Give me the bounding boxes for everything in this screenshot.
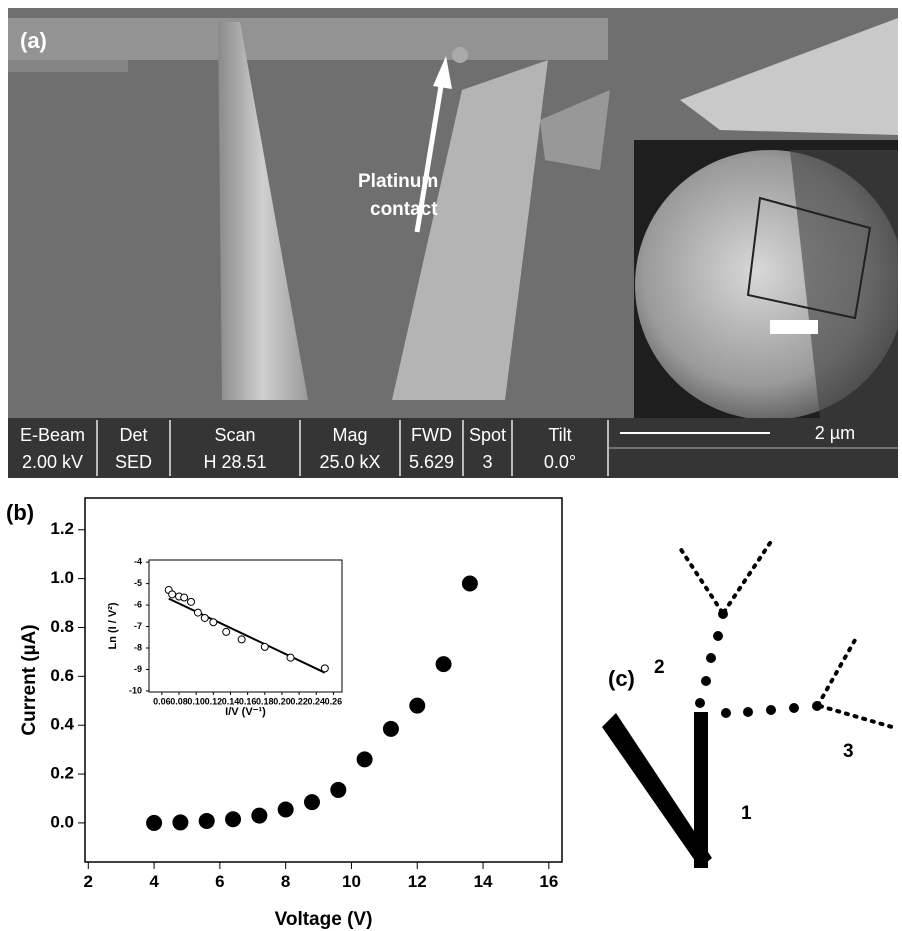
data-point — [169, 591, 176, 598]
data-point — [252, 808, 267, 823]
sem-info-value: 3 — [482, 452, 492, 472]
data-point — [199, 813, 214, 828]
diagram-label: 2 — [654, 657, 665, 678]
panel-label: (a) — [20, 28, 47, 53]
y-tick-label: -4 — [134, 557, 142, 567]
x-tick-label: 12 — [408, 872, 427, 891]
sem-info-label: FWD — [411, 425, 452, 445]
page: {"panel_a": {"label": "(a)", "annotation… — [0, 0, 902, 931]
scale-bar-label: 2 µm — [815, 423, 855, 443]
data-point — [173, 815, 188, 830]
panel-label: (b) — [6, 500, 34, 525]
data-point — [436, 657, 451, 672]
data-point — [210, 619, 217, 626]
data-point — [194, 609, 201, 616]
x-tick-label: 14 — [474, 872, 493, 891]
data-point — [238, 636, 245, 643]
data-point — [287, 654, 294, 661]
x-tick-label: 6 — [215, 872, 224, 891]
x-tick-label: 4 — [149, 872, 159, 891]
data-point — [223, 628, 230, 635]
x-tick-label: 0.08 — [170, 697, 188, 707]
sem-info-value: 5.629 — [409, 452, 454, 472]
sem-info-value: H 28.51 — [203, 452, 266, 472]
x-tick-label: 0.24 — [308, 697, 326, 707]
y-tick-label: 0.8 — [50, 617, 74, 636]
diagram-label: 3 — [843, 741, 854, 762]
data-point — [226, 812, 241, 827]
y-tick-label: -5 — [134, 578, 142, 588]
x-axis-label: I/V (V⁻¹) — [225, 706, 266, 718]
x-tick-label: 10 — [342, 872, 361, 891]
y-tick-label: -9 — [134, 664, 142, 674]
data-point — [321, 665, 328, 672]
x-axis-label: Voltage (V) — [275, 909, 373, 930]
data-point — [188, 598, 195, 605]
sem-info-value: 2.00 kV — [22, 452, 83, 472]
sem-info-label: Spot — [469, 425, 506, 445]
sem-info-value: 25.0 kX — [319, 452, 380, 472]
data-point — [462, 576, 477, 591]
sem-info-label: Tilt — [548, 425, 571, 445]
sem-info-label: Scan — [214, 425, 255, 445]
sem-info-label: E-Beam — [20, 425, 85, 445]
data-point — [410, 698, 425, 713]
y-tick-label: -10 — [129, 685, 142, 695]
sem-info-label: Mag — [332, 425, 367, 445]
figure: (a) Platinum contact 2 µm (b) (c) 1 2 3 … — [0, 0, 902, 931]
sem-info-value: 0.0° — [544, 452, 576, 472]
data-point — [261, 643, 268, 650]
data-point — [331, 782, 346, 797]
x-tick-label: 2 — [84, 872, 93, 891]
y-axis-label: Ln (I / V²) — [107, 602, 119, 649]
y-tick-label: 0.6 — [50, 666, 74, 685]
y-tick-label: 0.0 — [50, 812, 74, 831]
data-point — [147, 815, 162, 830]
data-point — [304, 795, 319, 810]
x-tick-label: 0.06 — [153, 697, 171, 707]
diagram-label: 1 — [741, 803, 752, 824]
x-tick-label: 0.26 — [325, 697, 343, 707]
data-point — [181, 594, 188, 601]
y-axis-label: Current (µA) — [19, 624, 40, 735]
x-tick-label: 0.22 — [290, 697, 308, 707]
y-tick-label: -8 — [134, 642, 142, 652]
x-tick-label: 0.20 — [273, 697, 291, 707]
x-tick-label: 0.12 — [205, 697, 223, 707]
panel-label: (c) — [608, 666, 635, 691]
x-tick-label: 8 — [281, 872, 290, 891]
x-tick-label: 0.10 — [187, 697, 205, 707]
data-point — [383, 721, 398, 736]
y-tick-label: 0.2 — [50, 764, 74, 783]
sem-info-label: Det — [119, 425, 147, 445]
sem-info-value: SED — [115, 452, 152, 472]
plot-frame — [149, 560, 342, 692]
y-tick-label: 0.4 — [50, 715, 74, 734]
sem-image — [8, 8, 902, 420]
data-point — [357, 752, 372, 767]
data-point — [278, 802, 293, 817]
y-tick-label: -7 — [134, 621, 142, 631]
annotation: contact — [370, 199, 438, 220]
y-tick-label: 1.2 — [50, 519, 74, 538]
x-tick-label: 16 — [539, 872, 558, 891]
y-tick-label: -6 — [134, 599, 142, 609]
data-point — [201, 614, 208, 621]
annotation: Platinum — [358, 171, 438, 192]
y-tick-label: 1.0 — [50, 568, 74, 587]
